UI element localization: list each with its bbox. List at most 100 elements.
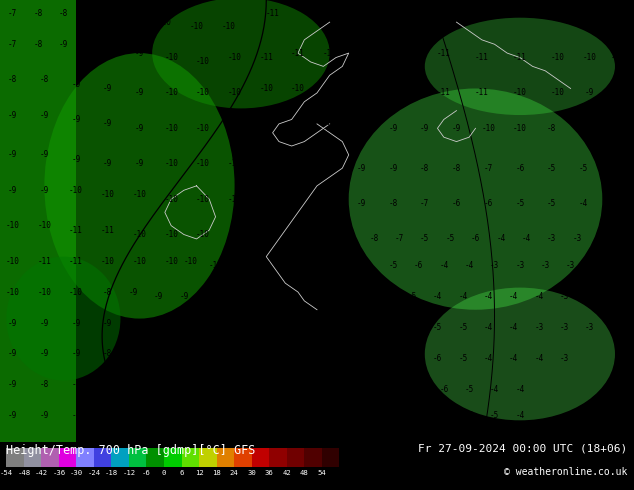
Text: -6: -6: [256, 354, 264, 363]
Text: -8: -8: [40, 380, 49, 390]
Text: -6: -6: [357, 323, 366, 332]
Text: -7: -7: [484, 164, 493, 172]
Text: -4: -4: [515, 385, 524, 394]
Text: -9: -9: [420, 124, 429, 133]
Bar: [146, 448, 164, 467]
Text: -10: -10: [228, 230, 242, 239]
Text: -9: -9: [357, 199, 366, 208]
Text: -10: -10: [228, 53, 242, 62]
Text: -8: -8: [382, 354, 391, 363]
Text: -10: -10: [291, 159, 305, 168]
Text: -10: -10: [228, 124, 242, 133]
Text: -3: -3: [515, 261, 524, 270]
Text: -9: -9: [103, 84, 112, 93]
Text: -24: -24: [87, 470, 101, 476]
Text: -11: -11: [342, 9, 356, 18]
Text: -6: -6: [306, 323, 315, 332]
Text: -7: -7: [179, 412, 188, 420]
Text: -7: -7: [420, 199, 429, 208]
Text: -11: -11: [475, 88, 489, 98]
Text: -6: -6: [452, 199, 461, 208]
Text: -10: -10: [513, 124, 527, 133]
Text: -9: -9: [129, 288, 138, 296]
Text: -11: -11: [373, 9, 387, 18]
Text: -6: -6: [382, 323, 391, 332]
Ellipse shape: [44, 53, 235, 319]
Text: -5: -5: [357, 292, 366, 301]
Text: -8: -8: [129, 412, 138, 420]
Text: -4: -4: [509, 354, 518, 363]
Text: 6: 6: [179, 470, 184, 476]
Text: -6: -6: [515, 164, 524, 172]
Text: -4: -4: [534, 354, 543, 363]
Text: -6: -6: [357, 354, 366, 363]
Text: -9: -9: [59, 40, 68, 49]
Text: -10: -10: [291, 84, 305, 93]
Text: -8: -8: [452, 164, 461, 172]
Text: -10: -10: [101, 190, 115, 199]
Text: -5: -5: [389, 261, 398, 270]
Ellipse shape: [6, 257, 120, 381]
Text: -9: -9: [97, 44, 106, 53]
Text: -5: -5: [490, 412, 499, 420]
Text: -54: -54: [0, 470, 13, 476]
Text: -6: -6: [471, 234, 480, 244]
Text: -8: -8: [611, 88, 619, 98]
Text: -9: -9: [319, 234, 328, 244]
Text: -10: -10: [361, 84, 375, 93]
Text: -8: -8: [103, 349, 112, 359]
Text: -3: -3: [560, 323, 569, 332]
Text: -9: -9: [179, 292, 188, 301]
Text: -8: -8: [547, 124, 556, 133]
Text: -9: -9: [154, 385, 163, 394]
Text: -9: -9: [40, 349, 49, 359]
Text: -9: -9: [325, 164, 334, 172]
Text: -9: -9: [262, 261, 271, 270]
Text: -11: -11: [513, 9, 527, 18]
Text: -8: -8: [370, 234, 378, 244]
Text: -10: -10: [6, 288, 20, 296]
Text: -8: -8: [103, 288, 112, 296]
Text: -5: -5: [281, 385, 290, 394]
Text: -7: -7: [8, 40, 17, 49]
Text: -4: -4: [484, 323, 493, 332]
Text: -9: -9: [585, 88, 594, 98]
Text: -8: -8: [59, 9, 68, 18]
Text: -5: -5: [515, 199, 524, 208]
Text: -6: -6: [230, 385, 239, 394]
Text: -9: -9: [72, 380, 81, 390]
Text: -11: -11: [69, 225, 83, 235]
Text: -10: -10: [164, 124, 178, 133]
Text: -9: -9: [129, 380, 138, 390]
Text: -4: -4: [509, 323, 518, 332]
Bar: [304, 448, 321, 467]
Text: -5: -5: [363, 261, 372, 270]
Text: -11: -11: [475, 9, 489, 18]
Text: -7: -7: [579, 124, 588, 133]
Text: -10: -10: [259, 84, 273, 93]
Text: -3: -3: [566, 261, 575, 270]
Text: -9: -9: [8, 412, 17, 420]
Text: -5: -5: [579, 164, 588, 172]
Bar: [41, 448, 59, 467]
Text: -5: -5: [382, 292, 391, 301]
Text: -9: -9: [389, 164, 398, 172]
Text: -5: -5: [306, 354, 315, 363]
Text: -10: -10: [259, 195, 273, 204]
Text: -7: -7: [439, 412, 448, 420]
Text: -9: -9: [72, 155, 81, 164]
Text: -6: -6: [611, 124, 619, 133]
Text: 12: 12: [195, 470, 204, 476]
Text: -8: -8: [414, 412, 423, 420]
Text: -9: -9: [40, 318, 49, 327]
Text: -4: -4: [515, 412, 524, 420]
Text: 54: 54: [317, 470, 326, 476]
Bar: [217, 448, 234, 467]
Text: -10: -10: [221, 22, 235, 31]
Text: 42: 42: [282, 470, 291, 476]
Text: -9: -9: [154, 354, 163, 363]
Text: -10: -10: [164, 257, 178, 266]
Text: -10: -10: [513, 88, 527, 98]
Text: -6: -6: [439, 385, 448, 394]
Text: -4: -4: [496, 234, 505, 244]
